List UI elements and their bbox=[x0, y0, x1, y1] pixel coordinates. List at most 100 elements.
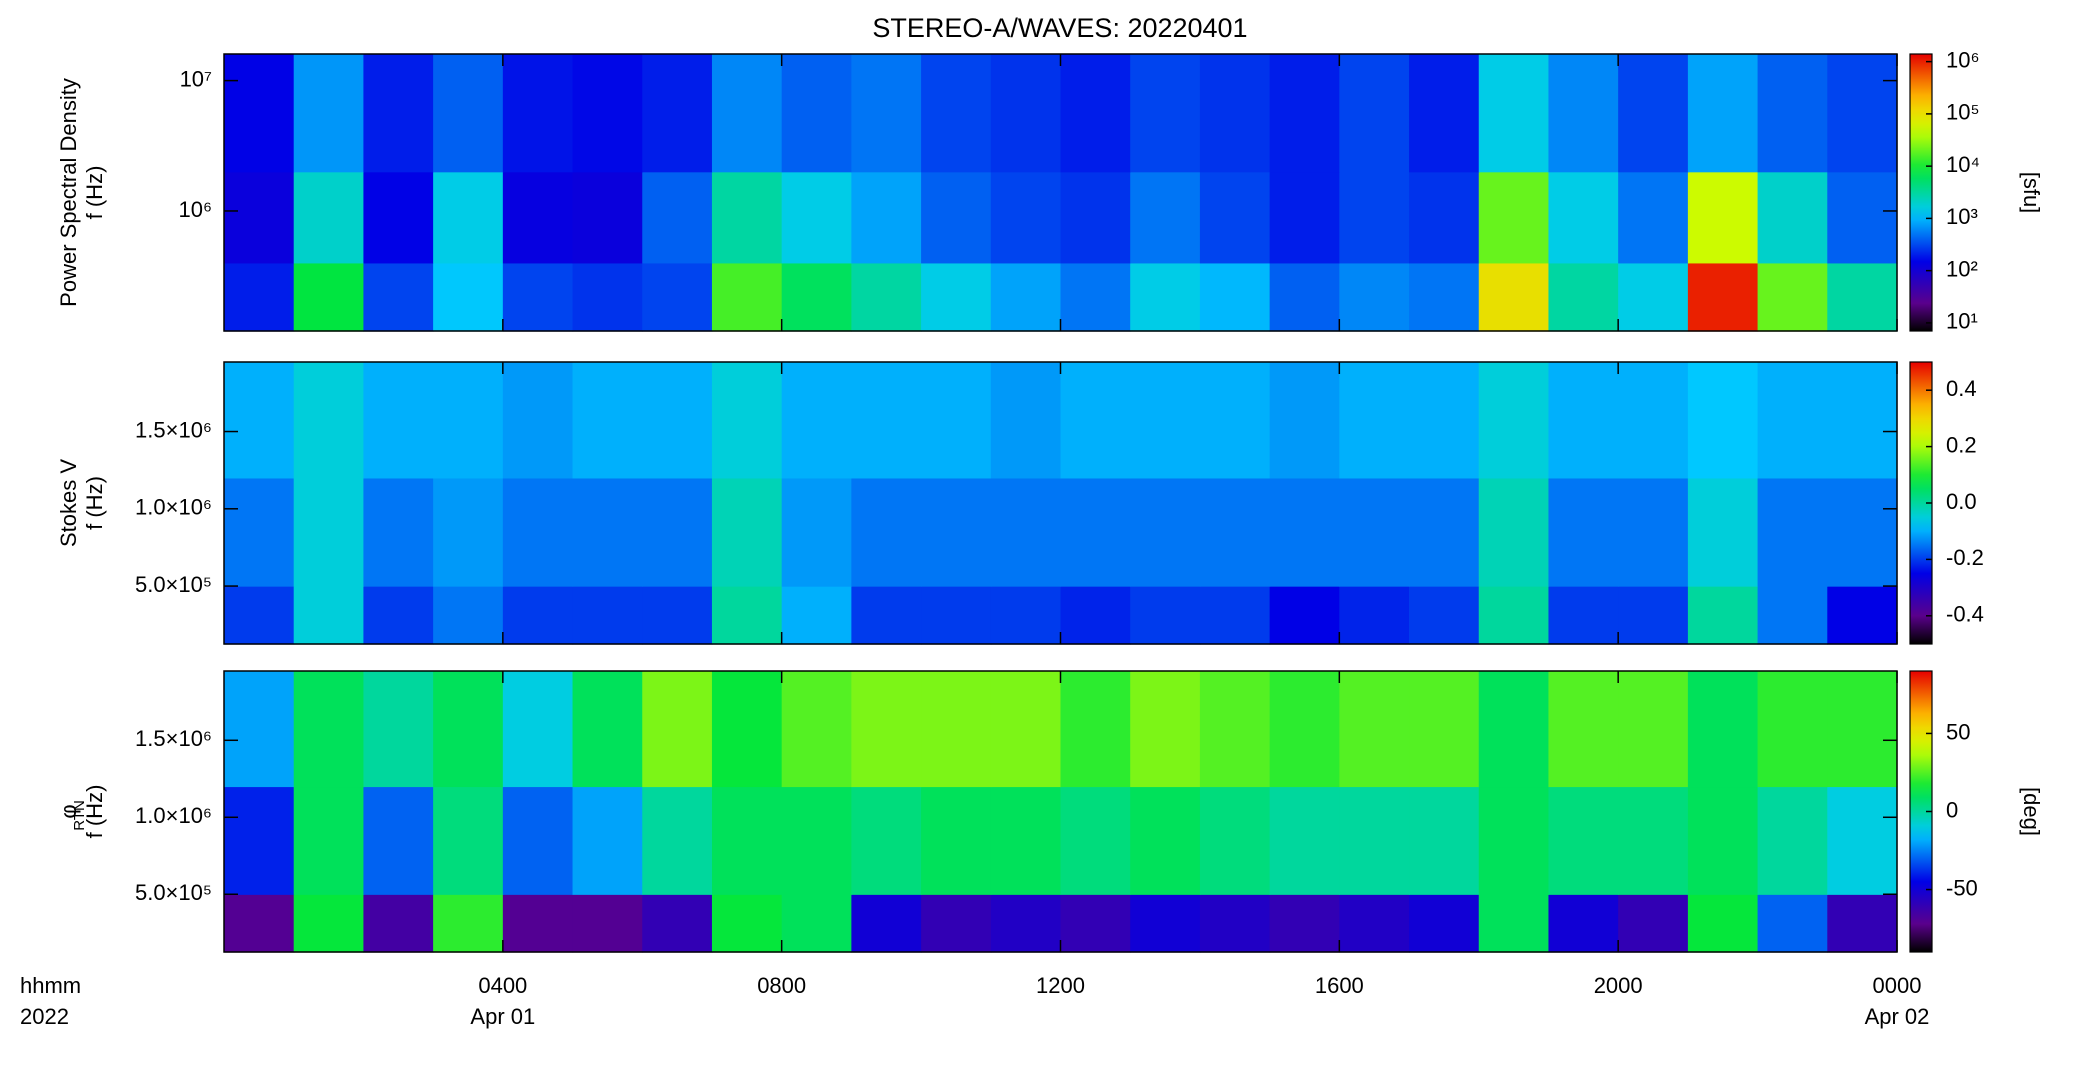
heatmap-cell bbox=[642, 586, 713, 645]
heatmap-cell bbox=[1478, 171, 1550, 264]
heatmap-cell bbox=[1618, 671, 1689, 788]
heatmap-cell bbox=[433, 362, 504, 479]
x-tick-label: 1200 bbox=[1036, 973, 1085, 998]
heatmap-cell bbox=[1199, 786, 1271, 895]
heatmap-cell bbox=[1687, 54, 1759, 173]
heatmap-cell bbox=[502, 671, 574, 788]
heatmap-cell bbox=[781, 262, 852, 332]
heatmap-cell bbox=[363, 171, 434, 264]
heatmap-cell bbox=[1130, 362, 1201, 479]
heatmap-cell bbox=[433, 894, 504, 953]
heatmap-cell bbox=[1269, 477, 1340, 587]
heatmap-cell bbox=[1687, 262, 1759, 332]
heatmap-cell bbox=[1618, 171, 1689, 264]
heatmap-cell bbox=[921, 362, 992, 479]
heatmap-cell bbox=[1199, 671, 1271, 788]
heatmap-cell bbox=[1269, 54, 1340, 173]
heatmap-cell bbox=[433, 171, 504, 264]
heatmap-cell bbox=[1618, 262, 1689, 332]
heatmap-cell bbox=[502, 54, 574, 173]
heatmap-cell bbox=[711, 586, 783, 645]
heatmap-cell bbox=[1060, 786, 1131, 895]
colorbar-tick-label: -0.2 bbox=[1946, 545, 1984, 570]
heatmap-cell bbox=[572, 362, 643, 479]
heatmap-cell bbox=[990, 54, 1062, 173]
heatmap-cell bbox=[921, 54, 992, 173]
y-axis-label-subscript: RTN bbox=[71, 800, 88, 831]
heatmap-cell bbox=[1687, 586, 1759, 645]
heatmap-cell bbox=[711, 894, 783, 953]
heatmap-cell bbox=[990, 586, 1062, 645]
heatmap-cell bbox=[1827, 54, 1898, 173]
heatmap-cell bbox=[293, 262, 365, 332]
heatmap-cell bbox=[1548, 671, 1619, 788]
heatmap-cell bbox=[1060, 54, 1131, 173]
heatmap-cell bbox=[1060, 262, 1131, 332]
heatmap-cell bbox=[711, 262, 783, 332]
heatmap-cell bbox=[1827, 786, 1898, 895]
colorbar-tick-label: 10⁵ bbox=[1946, 100, 1980, 125]
heatmap-cell bbox=[990, 671, 1062, 788]
heatmap-cell bbox=[711, 671, 783, 788]
x-axis-year: 2022 bbox=[20, 1004, 69, 1029]
heatmap-cell bbox=[851, 894, 922, 953]
y-tick-label: 10⁷ bbox=[180, 66, 212, 91]
y-axis-label: Power Spectral Density bbox=[56, 78, 81, 307]
heatmap-cell bbox=[572, 477, 643, 587]
heatmap-cell bbox=[433, 671, 504, 788]
heatmap-cell bbox=[1130, 477, 1201, 587]
heatmap-cell bbox=[642, 477, 713, 587]
heatmap-cell bbox=[572, 262, 643, 332]
heatmap-cell bbox=[572, 786, 643, 895]
colorbar-tick-label: 10⁴ bbox=[1946, 152, 1980, 177]
heatmap-cell bbox=[293, 54, 365, 173]
heatmap-cell bbox=[502, 171, 574, 264]
heatmap-cell bbox=[1339, 54, 1410, 173]
heatmap-cell bbox=[1757, 671, 1828, 788]
heatmap-cell bbox=[1827, 586, 1898, 645]
heatmap-cell bbox=[293, 671, 365, 788]
heatmap-cell bbox=[1478, 586, 1550, 645]
heatmap-cell bbox=[1827, 671, 1898, 788]
heatmap-cell bbox=[1827, 171, 1898, 264]
heatmap-cell bbox=[1548, 262, 1619, 332]
heatmap-cell bbox=[1269, 786, 1340, 895]
x-tick-label: 0400 bbox=[478, 973, 527, 998]
colorbar-tick-label: -0.4 bbox=[1946, 602, 1984, 627]
heatmap-cell bbox=[1478, 54, 1550, 173]
heatmap-cell bbox=[1548, 894, 1619, 953]
heatmap-cell bbox=[1409, 54, 1480, 173]
heatmap-cell bbox=[1269, 362, 1340, 479]
heatmap-cell bbox=[1130, 671, 1201, 788]
heatmap-cell bbox=[224, 54, 295, 173]
heatmap-cell bbox=[1548, 786, 1619, 895]
heatmap-cell bbox=[293, 894, 365, 953]
heatmap-cell bbox=[1409, 262, 1480, 332]
heatmap-cell bbox=[1827, 362, 1898, 479]
heatmap-cell bbox=[921, 671, 992, 788]
heatmap-cell bbox=[1199, 54, 1271, 173]
heatmap-cell bbox=[1757, 586, 1828, 645]
y-axis-label: φ bbox=[56, 804, 81, 818]
heatmap-cell bbox=[781, 171, 852, 264]
heatmap-cell bbox=[711, 786, 783, 895]
heatmap-cell bbox=[1757, 262, 1828, 332]
heatmap-cell bbox=[1757, 786, 1828, 895]
heatmap-cell bbox=[642, 54, 713, 173]
heatmap-cell bbox=[224, 262, 295, 332]
heatmap-cell bbox=[1687, 171, 1759, 264]
heatmap-cell bbox=[990, 362, 1062, 479]
heatmap-cell bbox=[1130, 586, 1201, 645]
heatmap-cell bbox=[1687, 671, 1759, 788]
heatmap-cell bbox=[502, 262, 574, 332]
heatmap-cell bbox=[1060, 894, 1131, 953]
x-tick-label: 1600 bbox=[1315, 973, 1364, 998]
heatmap-cell bbox=[711, 54, 783, 173]
heatmap-cell bbox=[1409, 477, 1480, 587]
heatmap-cell bbox=[1269, 894, 1340, 953]
heatmap-cell bbox=[1687, 786, 1759, 895]
heatmap-cell bbox=[224, 362, 295, 479]
y-tick-label: 1.5×10⁶ bbox=[135, 726, 212, 751]
heatmap-cell bbox=[293, 171, 365, 264]
